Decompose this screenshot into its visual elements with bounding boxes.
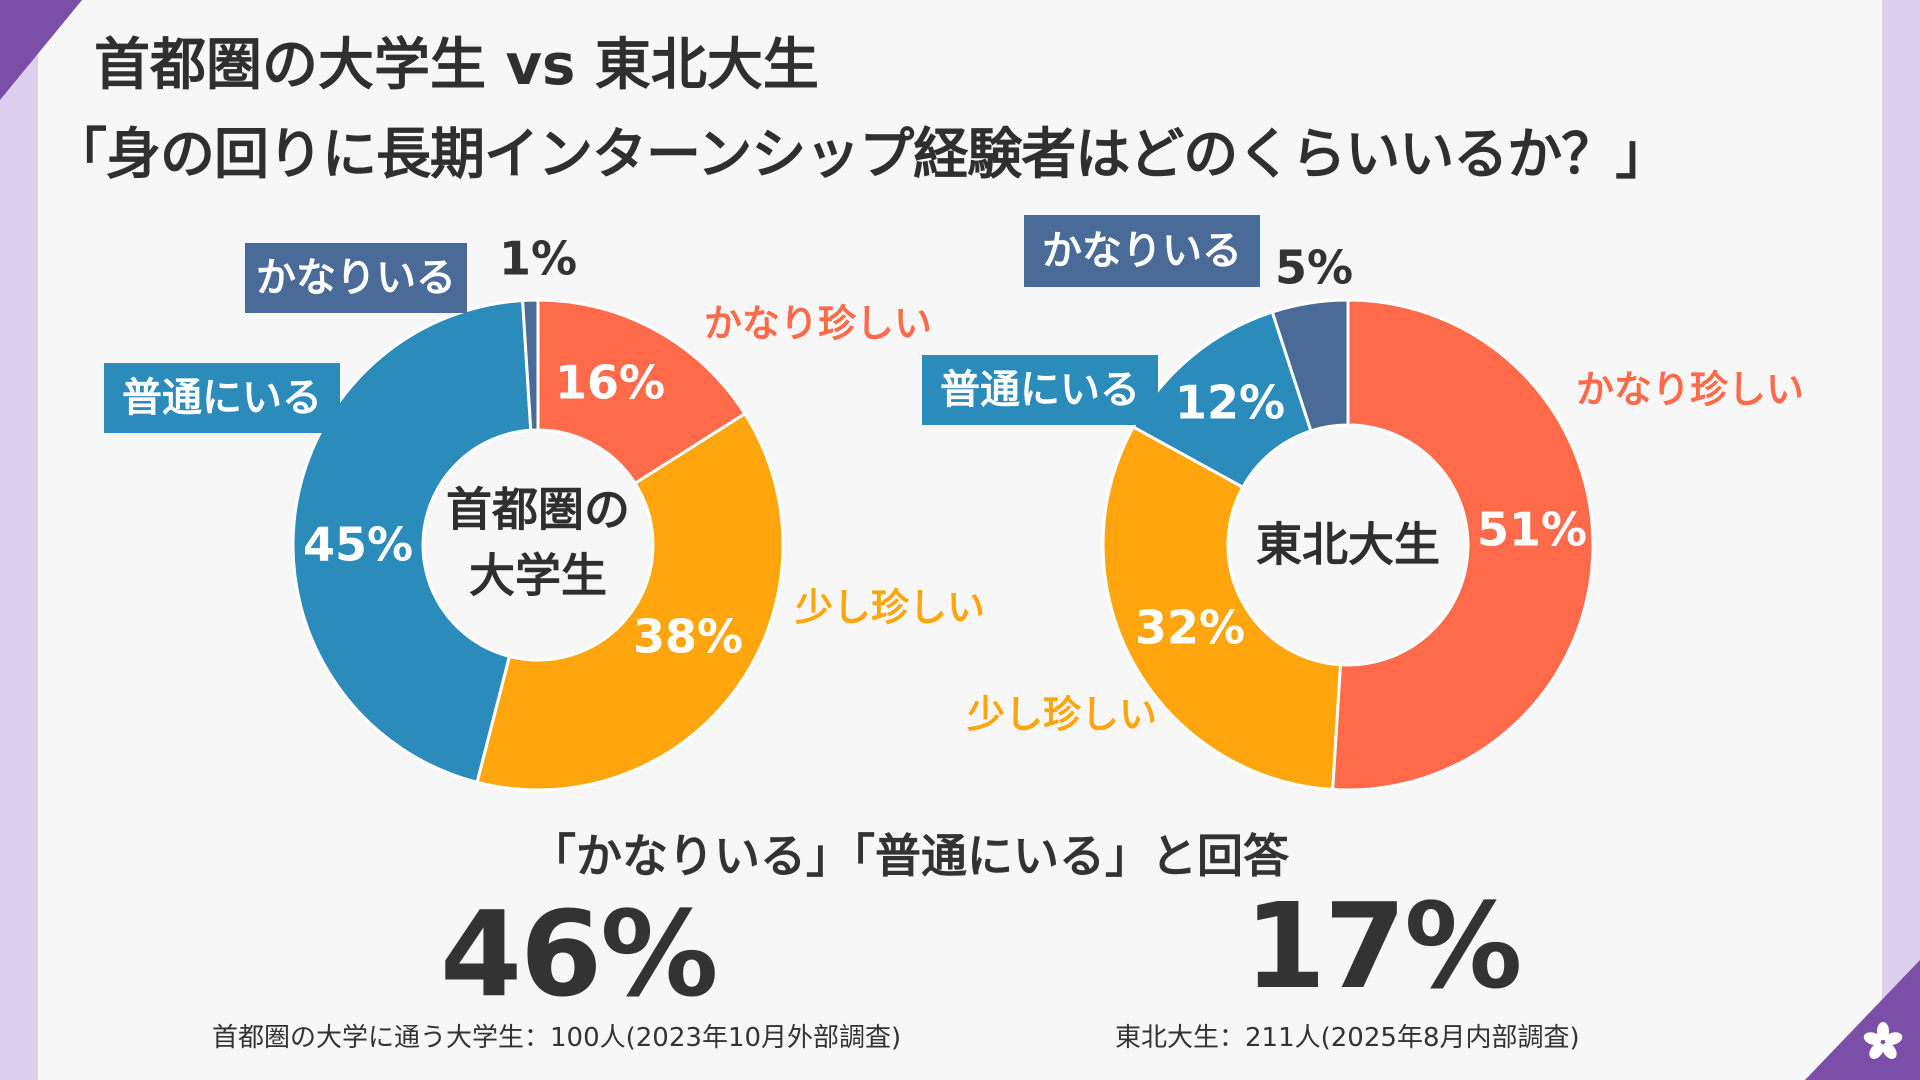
category-label-2-3: 普通にいる	[940, 367, 1140, 413]
summary-caption: 「かなりいる」「普通にいる」と回答	[530, 829, 1289, 883]
summary-value-capital-area: 46%	[440, 885, 718, 1023]
corner-accent-top-left	[0, 0, 82, 100]
data-label-1-2: 38%	[633, 610, 743, 664]
slice-2-3	[1131, 310, 1313, 490]
data-label-2-1: 51%	[1477, 503, 1587, 557]
center-label-2-1: 東北大生	[1256, 518, 1440, 572]
category-label-box-2-3	[922, 355, 1158, 425]
category-label-box-1-4	[245, 243, 467, 313]
slice-2-2	[1101, 424, 1343, 792]
category-label-1-4: かなりいる	[256, 255, 456, 301]
donut-chart-2	[1101, 298, 1595, 792]
donut-chart-1	[291, 298, 785, 792]
category-label-2-1: かなり珍しい	[1576, 368, 1804, 412]
category-label-2-4: かなりいる	[1042, 228, 1242, 274]
title-line-1: 首都圏の大学生 vs 東北大生	[94, 33, 819, 98]
data-label-2-2: 32%	[1135, 601, 1245, 655]
category-label-1-1: かなり珍しい	[704, 302, 932, 346]
category-label-1-2: 少し珍しい	[795, 586, 985, 630]
category-label-box-2-4	[1024, 215, 1260, 287]
data-label-2-4: 5%	[1275, 241, 1353, 295]
data-label-1-3: 45%	[303, 518, 413, 572]
slice-1-1	[536, 298, 747, 486]
summary-value-tohoku: 17%	[1244, 877, 1522, 1015]
data-label-2-3: 12%	[1175, 376, 1285, 430]
flower-logo-icon	[1863, 1022, 1903, 1059]
slice-1-2	[475, 411, 785, 792]
center-label-1-1: 首都圏の	[446, 483, 630, 537]
corner-accent-bottom-right	[1805, 960, 1920, 1080]
data-label-1-4: 1%	[499, 232, 577, 286]
category-label-2-2: 少し珍しい	[967, 693, 1157, 737]
data-label-1-1: 16%	[555, 356, 665, 410]
center-label-1-2: 大学生	[469, 549, 607, 603]
title-line-2: 「身の回りに長期インターンシップ経験者はどのくらいいるか？」	[52, 122, 1670, 186]
slice-2-1	[1331, 298, 1595, 792]
slice-2-4	[1270, 298, 1350, 433]
slice-1-3	[291, 298, 533, 785]
category-label-box-1-3	[104, 363, 340, 433]
footnote-capital-area: 首都圏の大学に通う大学生：100人(2023年10月外部調査)	[212, 1023, 902, 1053]
slice-1-4	[521, 298, 540, 432]
footnote-tohoku: 東北大生：211人(2025年8月内部調査)	[1115, 1023, 1580, 1053]
category-label-1-3: 普通にいる	[122, 375, 322, 421]
